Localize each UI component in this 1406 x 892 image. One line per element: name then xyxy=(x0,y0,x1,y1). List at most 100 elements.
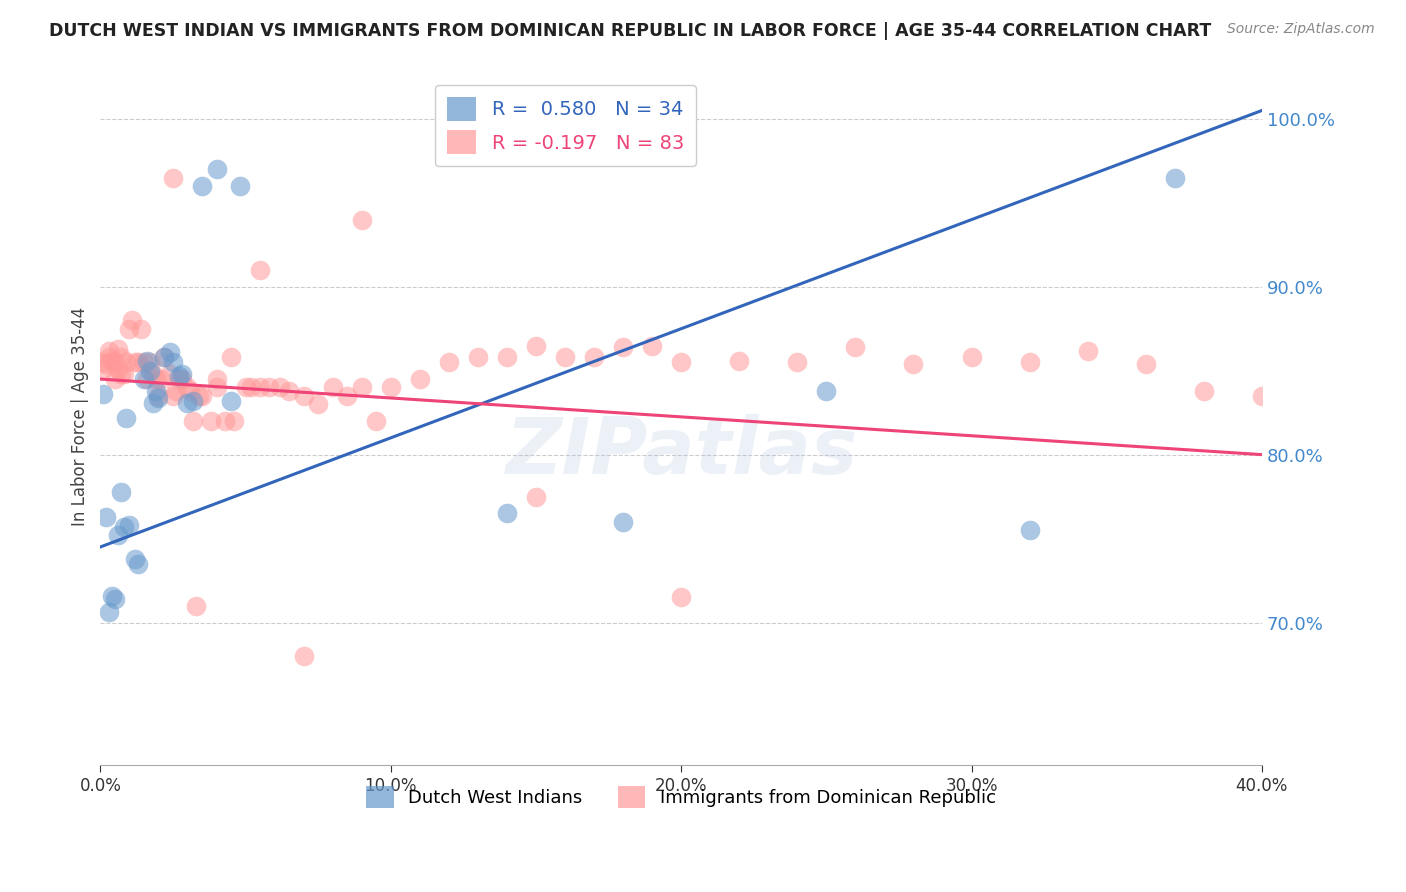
Point xyxy=(176,395,198,409)
Point xyxy=(138,355,160,369)
Point xyxy=(524,490,547,504)
Point xyxy=(118,322,141,336)
Point xyxy=(176,380,198,394)
Point xyxy=(124,355,146,369)
Point xyxy=(1018,355,1040,369)
Point xyxy=(167,372,190,386)
Point xyxy=(815,384,838,398)
Point xyxy=(179,384,201,398)
Point xyxy=(132,355,155,369)
Point xyxy=(1251,389,1274,403)
Point xyxy=(98,351,121,365)
Point xyxy=(786,355,808,369)
Point xyxy=(101,353,124,368)
Point xyxy=(191,389,214,403)
Point xyxy=(91,355,114,369)
Point xyxy=(205,162,228,177)
Point xyxy=(104,372,127,386)
Point xyxy=(222,414,245,428)
Point xyxy=(1164,170,1187,185)
Point xyxy=(1192,384,1215,398)
Text: DUTCH WEST INDIAN VS IMMIGRANTS FROM DOMINICAN REPUBLIC IN LABOR FORCE | AGE 35-: DUTCH WEST INDIAN VS IMMIGRANTS FROM DOM… xyxy=(49,22,1212,40)
Point xyxy=(467,351,489,365)
Point xyxy=(153,351,176,365)
Point xyxy=(903,357,925,371)
Point xyxy=(1077,343,1099,358)
Point xyxy=(135,353,157,368)
Point xyxy=(150,372,173,386)
Point xyxy=(153,351,176,365)
Point xyxy=(844,340,866,354)
Point xyxy=(960,351,983,365)
Point xyxy=(101,589,124,603)
Point xyxy=(107,342,129,356)
Point xyxy=(127,557,149,571)
Point xyxy=(121,313,143,327)
Point xyxy=(496,507,519,521)
Point xyxy=(188,389,211,403)
Point xyxy=(96,357,118,371)
Point xyxy=(669,355,692,369)
Point xyxy=(191,179,214,194)
Point xyxy=(307,397,329,411)
Text: Source: ZipAtlas.com: Source: ZipAtlas.com xyxy=(1227,22,1375,37)
Point xyxy=(641,338,664,352)
Point xyxy=(269,380,291,394)
Point xyxy=(129,322,152,336)
Point xyxy=(115,410,138,425)
Point xyxy=(612,340,634,354)
Point xyxy=(112,367,135,381)
Point xyxy=(107,362,129,376)
Point xyxy=(159,345,181,359)
Point xyxy=(118,518,141,533)
Text: ZIPatlas: ZIPatlas xyxy=(505,414,858,490)
Point xyxy=(145,372,167,386)
Point xyxy=(728,353,751,368)
Point xyxy=(205,372,228,386)
Point xyxy=(582,351,605,365)
Point xyxy=(110,484,132,499)
Point xyxy=(159,367,181,381)
Point xyxy=(162,170,184,185)
Point xyxy=(249,380,271,394)
Point xyxy=(524,338,547,352)
Point xyxy=(240,380,263,394)
Point xyxy=(96,509,118,524)
Point xyxy=(132,372,155,386)
Point xyxy=(322,380,344,394)
Point xyxy=(200,414,222,428)
Point xyxy=(98,343,121,358)
Point xyxy=(135,372,157,386)
Point xyxy=(170,372,193,386)
Point xyxy=(170,367,193,381)
Point xyxy=(124,551,146,566)
Point xyxy=(91,362,114,376)
Point xyxy=(138,364,160,378)
Point xyxy=(554,351,576,365)
Point xyxy=(669,591,692,605)
Point xyxy=(148,391,170,405)
Point xyxy=(437,355,460,369)
Point xyxy=(107,528,129,542)
Point xyxy=(98,606,121,620)
Point xyxy=(229,179,252,194)
Point xyxy=(219,351,242,365)
Point xyxy=(409,372,432,386)
Point xyxy=(165,384,187,398)
Point xyxy=(257,380,280,394)
Point xyxy=(350,380,373,394)
Point xyxy=(1135,357,1157,371)
Point xyxy=(115,355,138,369)
Point xyxy=(104,592,127,607)
Point xyxy=(181,414,204,428)
Point xyxy=(112,520,135,534)
Y-axis label: In Labor Force | Age 35-44: In Labor Force | Age 35-44 xyxy=(72,308,89,526)
Point xyxy=(235,380,257,394)
Point xyxy=(167,368,190,383)
Point xyxy=(110,351,132,365)
Point xyxy=(612,515,634,529)
Point xyxy=(142,367,165,381)
Point xyxy=(186,599,208,613)
Point xyxy=(336,389,359,403)
Point xyxy=(292,649,315,664)
